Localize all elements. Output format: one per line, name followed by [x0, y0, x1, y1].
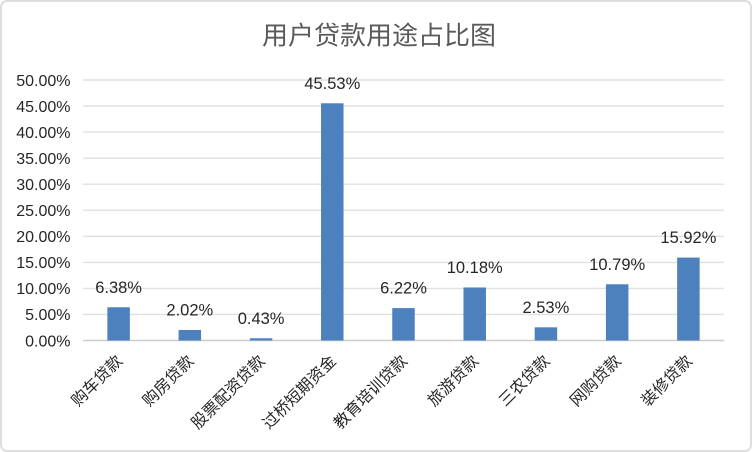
svg-text:0.43%: 0.43%: [238, 310, 285, 328]
svg-text:45.53%: 45.53%: [304, 75, 360, 93]
svg-text:10.18%: 10.18%: [447, 259, 503, 277]
svg-text:2.53%: 2.53%: [523, 299, 570, 317]
svg-text:50.00%: 50.00%: [16, 73, 70, 90]
svg-text:45.00%: 45.00%: [16, 99, 70, 116]
svg-text:10.00%: 10.00%: [16, 281, 70, 298]
svg-text:6.22%: 6.22%: [380, 280, 427, 298]
svg-text:25.00%: 25.00%: [16, 203, 70, 220]
svg-text:35.00%: 35.00%: [16, 151, 70, 168]
svg-text:30.00%: 30.00%: [16, 177, 70, 194]
svg-text:6.38%: 6.38%: [95, 279, 142, 297]
svg-text:20.00%: 20.00%: [16, 229, 70, 246]
svg-text:5.00%: 5.00%: [25, 307, 70, 324]
svg-text:40.00%: 40.00%: [16, 125, 70, 142]
svg-text:15.00%: 15.00%: [16, 255, 70, 272]
svg-text:10.79%: 10.79%: [589, 256, 645, 274]
svg-text:2.02%: 2.02%: [166, 302, 213, 320]
svg-text:0.00%: 0.00%: [25, 333, 70, 350]
svg-text:15.92%: 15.92%: [660, 229, 716, 247]
